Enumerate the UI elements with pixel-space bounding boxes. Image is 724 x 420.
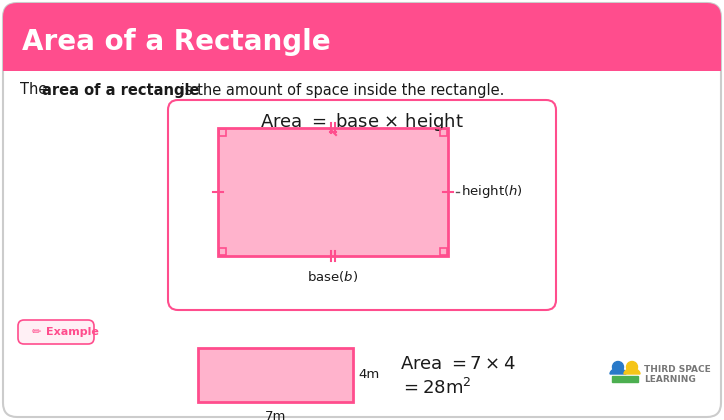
- Text: is the amount of space inside the rectangle.: is the amount of space inside the rectan…: [176, 82, 505, 97]
- FancyBboxPatch shape: [3, 3, 721, 417]
- Polygon shape: [612, 376, 638, 382]
- Circle shape: [626, 362, 638, 373]
- Bar: [440, 248, 447, 255]
- Text: The: The: [20, 82, 52, 97]
- Bar: [198, 348, 353, 402]
- Text: area of a rectangle: area of a rectangle: [42, 82, 200, 97]
- Circle shape: [613, 362, 623, 373]
- Polygon shape: [624, 368, 640, 374]
- FancyBboxPatch shape: [18, 320, 94, 344]
- Text: THIRD SPACE: THIRD SPACE: [644, 365, 711, 373]
- Bar: [219, 129, 226, 136]
- Bar: [3, 45, 721, 71]
- Text: ✏: ✏: [32, 327, 41, 337]
- Text: Example: Example: [46, 327, 99, 337]
- Polygon shape: [610, 368, 626, 374]
- Bar: [218, 128, 448, 256]
- Text: 7m: 7m: [265, 410, 286, 420]
- Text: Area $= 7 \times 4$: Area $= 7 \times 4$: [400, 355, 515, 373]
- Text: Area of a Rectangle: Area of a Rectangle: [22, 28, 331, 56]
- Text: height$(h)$: height$(h)$: [461, 184, 523, 200]
- Text: 4m: 4m: [358, 368, 379, 381]
- Text: Area $=$ base $\times$ height: Area $=$ base $\times$ height: [260, 111, 464, 133]
- FancyBboxPatch shape: [3, 3, 721, 71]
- Text: $= 28\mathrm{m}^2$: $= 28\mathrm{m}^2$: [400, 378, 471, 398]
- Bar: [440, 129, 447, 136]
- Bar: [219, 248, 226, 255]
- Text: LEARNING: LEARNING: [644, 375, 696, 383]
- Text: base$(b)$: base$(b)$: [308, 268, 358, 284]
- FancyBboxPatch shape: [168, 100, 556, 310]
